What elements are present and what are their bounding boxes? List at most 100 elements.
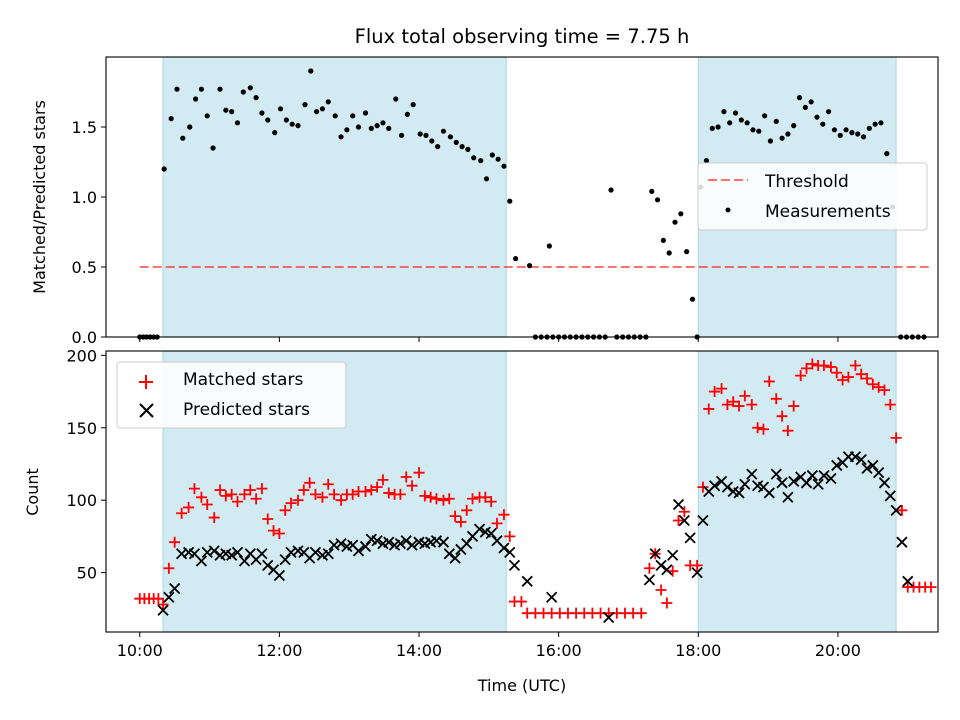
matched-star-point bbox=[419, 490, 431, 502]
matched-star-point bbox=[238, 488, 250, 500]
matched-star-point bbox=[169, 536, 181, 548]
predicted-star-point bbox=[309, 546, 322, 558]
top-y-ticks: 0.0 0.5 1.0 1.5 bbox=[72, 118, 106, 347]
measurement-point bbox=[350, 113, 356, 119]
bottom-legend-box bbox=[116, 361, 347, 429]
predicted-star-point bbox=[831, 459, 843, 472]
matched-star-point bbox=[703, 403, 715, 415]
predicted-star-point bbox=[521, 575, 533, 587]
measurement-point bbox=[884, 151, 890, 157]
measurement-point bbox=[289, 121, 295, 127]
measurement-point bbox=[272, 130, 278, 136]
predicted-legend-swatch bbox=[139, 403, 154, 418]
top-shaded-intervals bbox=[162, 56, 897, 338]
predicted-star-point bbox=[878, 477, 891, 489]
predicted-star-point bbox=[818, 469, 830, 482]
measurement-point bbox=[660, 237, 666, 243]
measurement-point bbox=[855, 131, 861, 137]
top-legend: Threshold Measurements bbox=[697, 162, 928, 231]
bottom-y-ticks: 50 100 150 200 bbox=[66, 346, 106, 583]
matched-star-point bbox=[776, 410, 788, 422]
measurement-point bbox=[240, 89, 246, 95]
measurement-point bbox=[465, 146, 471, 152]
predicted-star-point bbox=[782, 491, 794, 503]
matched-star-point bbox=[837, 374, 849, 386]
bottom-legend: Matched stars Predicted stars bbox=[116, 361, 347, 429]
measurement-point bbox=[837, 132, 843, 138]
measurement-point bbox=[814, 114, 820, 120]
top-x-ticks bbox=[139, 337, 839, 342]
predicted-star-point bbox=[684, 532, 696, 544]
measurement-point bbox=[404, 111, 410, 117]
predicted-star-point bbox=[485, 527, 497, 540]
predicted-star-point bbox=[352, 545, 365, 557]
predicted-star-point bbox=[708, 480, 721, 492]
matched-star-point bbox=[400, 471, 412, 483]
measurement-point bbox=[265, 117, 271, 123]
measurement-point bbox=[483, 176, 490, 182]
matched-star-point bbox=[273, 528, 285, 540]
measurements-legend-swatch bbox=[725, 207, 731, 213]
predicted-star-point bbox=[603, 611, 615, 624]
measurement-point bbox=[744, 120, 750, 126]
predicted-star-point bbox=[672, 498, 685, 511]
matched-legend-swatch bbox=[139, 375, 153, 389]
matched-star-point bbox=[292, 494, 304, 506]
x-axis-label: Time (UTC) bbox=[477, 676, 566, 695]
predicted-star-point bbox=[449, 552, 461, 564]
x-tick-label: 16:00 bbox=[536, 641, 582, 660]
predicted-star-point bbox=[273, 569, 286, 582]
matched-star-point bbox=[268, 525, 280, 537]
predicted-star-point bbox=[867, 459, 879, 472]
predicted-star-point bbox=[667, 549, 679, 561]
measurement-point bbox=[471, 155, 477, 161]
matched-star-point bbox=[739, 390, 751, 402]
measurement-point bbox=[198, 86, 205, 92]
matched-star-point bbox=[896, 504, 908, 516]
measurement-point bbox=[843, 127, 849, 133]
matched-star-point bbox=[220, 490, 232, 502]
measurement-point bbox=[860, 134, 867, 140]
measurement-point bbox=[380, 120, 386, 126]
matched-star-point bbox=[208, 512, 220, 524]
predicted-star-point bbox=[739, 478, 751, 490]
matched-star-point bbox=[461, 504, 473, 516]
predicted-star-point bbox=[661, 564, 673, 576]
measurement-point bbox=[386, 125, 392, 131]
measurement-point bbox=[796, 95, 803, 101]
predicted-star-point bbox=[800, 477, 813, 489]
matched-star-point bbox=[788, 400, 800, 412]
predicted-star-point bbox=[335, 538, 347, 550]
measurement-point bbox=[319, 106, 326, 112]
measurement-point bbox=[802, 104, 808, 110]
predicted-star-point bbox=[226, 549, 238, 561]
predicted-star-point bbox=[788, 475, 800, 487]
matched-star-point bbox=[655, 584, 667, 596]
predicted-star-point bbox=[279, 553, 291, 566]
measurement-point bbox=[866, 125, 872, 131]
matched-star-point bbox=[316, 491, 328, 503]
measurement-point bbox=[393, 96, 399, 102]
top-y-tick-label: 1.5 bbox=[72, 118, 97, 137]
matched-star-point bbox=[201, 499, 213, 511]
matched-star-point bbox=[697, 481, 709, 493]
matched-star-point bbox=[691, 559, 703, 571]
predicted-star-point bbox=[231, 546, 244, 558]
matched-star-point bbox=[925, 581, 937, 593]
predicted-star-point bbox=[322, 548, 334, 560]
measurement-point bbox=[338, 134, 344, 140]
bottom-x-ticks: 10:00 12:00 14:00 16:00 18:00 20:00 bbox=[117, 632, 861, 660]
measurement-point bbox=[210, 145, 216, 151]
bottom-axes-frame bbox=[105, 350, 939, 633]
matched-star-point bbox=[328, 488, 340, 500]
matched-star-point bbox=[515, 596, 527, 608]
predicted-star-point bbox=[546, 591, 558, 603]
predicted-star-point bbox=[890, 504, 902, 516]
measurement-point bbox=[217, 86, 223, 92]
measurement-point bbox=[489, 152, 495, 158]
x-tick-label: 10:00 bbox=[117, 641, 163, 660]
measurement-point bbox=[325, 99, 331, 105]
matched-star-point bbox=[152, 593, 164, 605]
predicted-star-point bbox=[849, 451, 862, 463]
predicted-star-point bbox=[359, 540, 372, 553]
